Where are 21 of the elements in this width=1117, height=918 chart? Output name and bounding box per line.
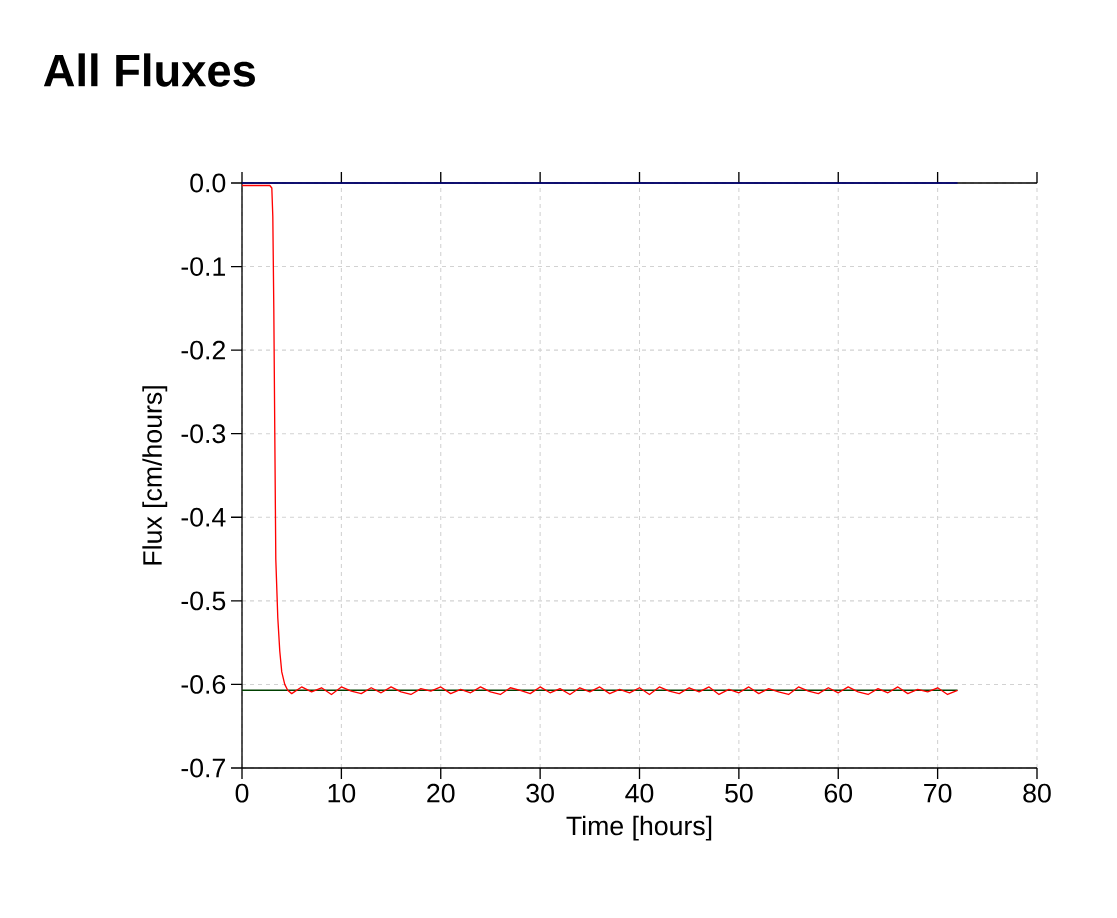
x-tick-label: 60 [824,783,853,803]
y-tick-label: -0.4 [181,507,226,527]
y-tick-label: -0.6 [181,675,226,694]
x-tick-label: 20 [427,783,455,803]
x-tick-label: 80 [1023,783,1051,803]
y-tick-label: -0.7 [181,758,225,778]
x-tick-label: 50 [725,783,753,803]
x-tick-label: 0 [235,783,249,803]
line-series [241,184,959,696]
y-tick-label: -0.3 [181,424,226,444]
x-tick-label: 30 [526,783,554,803]
x-axis-title: Time [hours] [566,815,712,841]
x-tick-label: 40 [625,783,654,803]
y-axis-title: Flux [cm/hours] [142,386,168,565]
y-tick-label: -0.1 [181,257,225,276]
chart-title: All Fluxes [43,53,255,87]
y-tick-label: -0.5 [181,591,226,611]
x-tick-label: 70 [924,783,952,803]
y-tick-label: 0.0 [190,173,226,193]
y-tick-label: -0.2 [181,340,225,360]
x-tick-label: 10 [328,783,356,803]
